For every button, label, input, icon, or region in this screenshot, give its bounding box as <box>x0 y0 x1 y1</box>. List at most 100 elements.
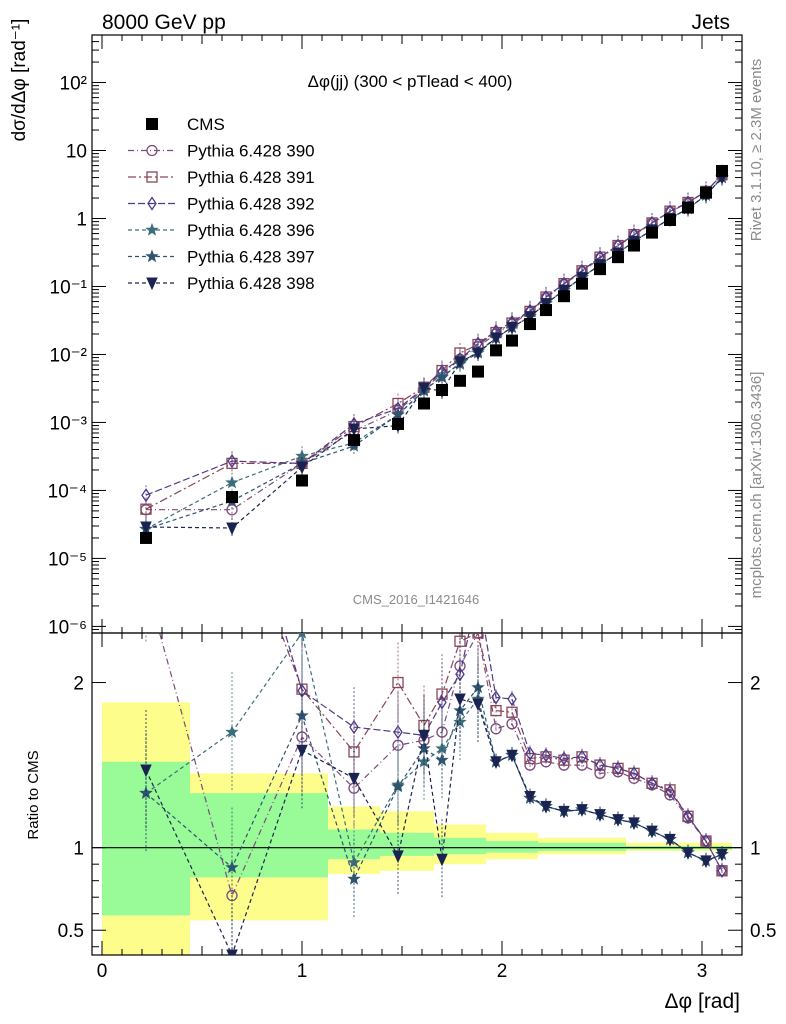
cms-point-2 <box>296 474 308 487</box>
point-2-1 <box>227 453 237 469</box>
point-2-0 <box>141 488 151 503</box>
ratio-point-5-8 <box>472 698 484 712</box>
legend-label-2: Pythia 6.428 392 <box>187 195 315 214</box>
rivet-label: Rivet 3.1.10, ≥ 2.3M events <box>748 59 765 242</box>
cms-point-14 <box>576 277 588 290</box>
ratio-point-2-18 <box>647 776 657 791</box>
point-5-8 <box>472 347 484 361</box>
point-5-11 <box>524 311 536 324</box>
ratio-point-1-0 <box>141 570 151 580</box>
ratio-frame <box>91 632 743 956</box>
cms-point-20 <box>682 201 694 214</box>
series-2 <box>141 164 727 506</box>
ratio-point-2-11 <box>525 746 535 761</box>
ratio-point-2-15 <box>595 757 605 773</box>
ratio-line-2 <box>284 633 723 872</box>
ratio-point-2-20 <box>683 809 693 824</box>
cms-point-15 <box>594 263 606 276</box>
point-5-9 <box>490 332 502 346</box>
series-line-2 <box>145 174 723 496</box>
ratio-point-5-11 <box>524 790 536 804</box>
legend-label-cms: CMS <box>187 115 225 134</box>
cms-point-13 <box>558 290 570 303</box>
legend-marker-5 <box>146 277 158 291</box>
ratio-series <box>139 570 729 955</box>
ratio-point-5-18 <box>646 825 658 839</box>
ratio-panel: 0 1 2 3 0.5 0.5 1 1 2 2 <box>58 35 776 982</box>
y-label-text: dσ/dΔφ [rad⁻¹] <box>9 19 30 142</box>
ratio-point-5-21 <box>700 855 712 869</box>
cms-point-11 <box>524 318 536 331</box>
header-process: Jets <box>691 11 730 34</box>
ratio-point-2-19 <box>665 784 675 799</box>
x-axis-label: Δφ [rad] <box>665 990 741 1013</box>
point-5-0 <box>140 521 152 535</box>
ratio-point-5-2 <box>296 744 308 758</box>
ratio-point-5-12 <box>540 800 552 814</box>
ratio-point-5-4 <box>392 850 404 864</box>
cms-point-17 <box>628 239 640 252</box>
cms-point-4 <box>392 417 404 430</box>
ratio-point-0-14 <box>576 759 588 771</box>
ratio-point-5-14 <box>576 804 588 817</box>
cms-point-22 <box>716 164 728 177</box>
ratio-point-5-17 <box>628 817 640 831</box>
legend-marker-0 <box>146 144 158 157</box>
legend: CMS Pythia 6.428 390 Pythia 6.428 391 Pythi… <box>128 115 315 293</box>
legend-marker-1 <box>146 171 158 183</box>
ratio-point-4-4 <box>391 779 405 793</box>
ratio-point-2-4 <box>393 724 403 740</box>
cms-point-19 <box>664 214 676 227</box>
ratio-point-4-3 <box>347 871 361 885</box>
ratio-point-1-10 <box>506 706 518 718</box>
ratio-point-2-13 <box>559 751 569 766</box>
x-tick-label-1: 1 <box>297 961 308 982</box>
ratio-point-5-13 <box>558 805 570 819</box>
x-tick-label-3: 3 <box>697 961 708 982</box>
ratio-line-5 <box>145 698 723 955</box>
cms-point-0 <box>140 531 152 544</box>
cms-point-7 <box>454 374 466 387</box>
ratio-point-5-0 <box>140 764 152 778</box>
ratio-tick-label-left: 0.5 <box>58 921 84 942</box>
ratio-tick-label-left: 2 <box>73 674 84 695</box>
band-green-5 <box>434 837 486 855</box>
y-tick-label: 10⁻² <box>50 345 88 366</box>
cms-point-16 <box>612 251 624 264</box>
ratio-point-1-4 <box>392 676 404 689</box>
y-tick-label: 10⁻¹ <box>50 277 88 298</box>
legend-label-4: Pythia 6.428 397 <box>187 248 315 267</box>
ratio-y-ticks: 0.5 0.5 1 1 2 2 <box>58 674 776 948</box>
y-tick-label: 10⁻⁶ <box>48 617 87 638</box>
point-3-1 <box>225 475 239 489</box>
ratio-point-1-9 <box>490 704 502 717</box>
ratio-point-5-6 <box>436 853 448 867</box>
ratio-point-2-17 <box>629 766 639 781</box>
main-y-ticks: 10⁻⁶ 10⁻⁵ 10⁻⁴ 10⁻³ 10⁻² 10⁻¹ 1 10 10² <box>48 34 742 638</box>
point-5-2 <box>296 461 308 475</box>
band-green-2 <box>278 793 328 878</box>
ratio-point-2-16 <box>613 761 623 776</box>
ratio-series-5 <box>140 659 728 955</box>
legend-label-3: Pythia 6.428 396 <box>187 221 315 240</box>
series-1 <box>140 164 728 520</box>
ratio-point-3-6 <box>435 741 449 755</box>
y-tick-label: 10 <box>66 142 87 163</box>
ratio-tick-label-left: 1 <box>73 839 84 860</box>
ratio-point-4-1 <box>225 860 239 874</box>
y-tick-label: 10⁻⁵ <box>48 549 87 570</box>
ratio-point-2-10 <box>507 691 517 707</box>
y-tick-label: 1 <box>76 209 87 230</box>
band-green-4 <box>380 832 434 856</box>
main-y-axis-label: dσ/dΔφ [rad⁻¹] <box>9 19 30 142</box>
cms-point-10 <box>506 334 518 347</box>
ratio-point-5-15 <box>594 809 606 822</box>
ratio-point-2-22 <box>717 863 727 878</box>
cms-point-8 <box>472 365 484 378</box>
ratio-point-5-20 <box>682 847 694 860</box>
ratio-point-5-3 <box>348 772 360 786</box>
x-tick-label-2: 2 <box>497 961 508 982</box>
ratio-point-5-19 <box>664 833 676 847</box>
cms-point-21 <box>700 186 712 199</box>
ratio-point-2-3 <box>349 719 359 735</box>
